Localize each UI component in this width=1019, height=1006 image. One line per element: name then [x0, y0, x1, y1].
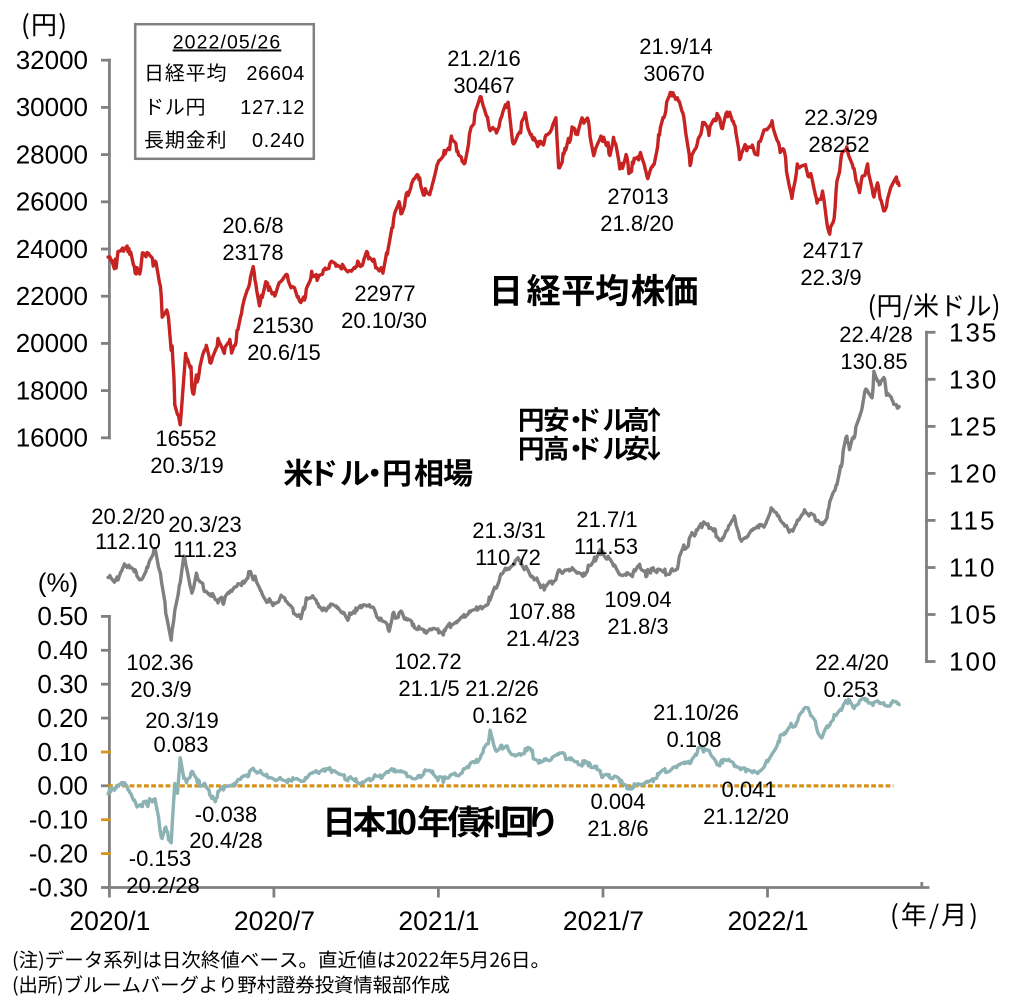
svg-text:2022/05/26: 2022/05/26 [173, 32, 282, 54]
svg-text:111.23: 111.23 [173, 537, 237, 562]
svg-text:27013: 27013 [607, 184, 668, 209]
svg-text:111.53: 111.53 [574, 534, 638, 559]
svg-text:20.3/9: 20.3/9 [130, 677, 191, 702]
svg-text:20.10/30: 20.10/30 [341, 308, 427, 333]
svg-text:20000: 20000 [16, 328, 88, 358]
svg-text:20.6/15: 20.6/15 [247, 340, 320, 365]
svg-text:2021/7: 2021/7 [563, 906, 644, 936]
svg-text:0.108: 0.108 [666, 727, 721, 752]
svg-text:21.12/20: 21.12/20 [703, 804, 789, 829]
svg-text:135: 135 [949, 318, 998, 348]
svg-text:21.3/31: 21.3/31 [472, 518, 545, 543]
svg-text:22.4/20: 22.4/20 [815, 650, 888, 675]
svg-text:22977: 22977 [354, 281, 415, 306]
svg-text:21.7/1: 21.7/1 [576, 507, 637, 532]
svg-text:22.3/29: 22.3/29 [804, 105, 877, 130]
svg-text:21.2/26: 21.2/26 [465, 676, 538, 701]
svg-text:30000: 30000 [16, 92, 88, 122]
svg-text:16552: 16552 [155, 426, 216, 451]
svg-text:110.72: 110.72 [475, 545, 541, 570]
svg-text:20.3/23: 20.3/23 [168, 512, 241, 537]
svg-text:102.36: 102.36 [126, 650, 193, 675]
svg-text:20.4/28: 20.4/28 [189, 828, 262, 853]
svg-text:0.240: 0.240 [252, 130, 305, 152]
svg-text:-0.153: -0.153 [129, 846, 191, 871]
svg-text:-0.30: -0.30 [29, 872, 88, 902]
svg-text:16000: 16000 [16, 423, 88, 453]
svg-text:0.10: 0.10 [37, 737, 88, 767]
svg-text:0.004: 0.004 [590, 789, 645, 814]
svg-text:-0.038: -0.038 [195, 802, 257, 827]
svg-text:0.20: 0.20 [37, 703, 88, 733]
svg-text:30670: 30670 [643, 61, 704, 86]
svg-text:2020/7: 2020/7 [234, 906, 315, 936]
svg-text:20.3/19: 20.3/19 [145, 708, 218, 733]
svg-text:127.12: 127.12 [240, 97, 305, 119]
svg-text:130.85: 130.85 [840, 349, 907, 374]
svg-text:21.4/23: 21.4/23 [506, 626, 579, 651]
svg-text:(%): (%) [38, 568, 78, 598]
svg-text:0.162: 0.162 [472, 703, 527, 728]
svg-text:21.8/20: 21.8/20 [600, 211, 673, 236]
svg-text:20.2/20: 20.2/20 [91, 504, 164, 529]
svg-text:30467: 30467 [453, 73, 514, 98]
svg-text:18000: 18000 [16, 375, 88, 405]
svg-text:21530: 21530 [252, 313, 313, 338]
svg-text:105: 105 [949, 600, 998, 630]
svg-text:0.00: 0.00 [37, 771, 88, 801]
svg-text:21.8/3: 21.8/3 [607, 614, 668, 639]
svg-text:21.2/16: 21.2/16 [447, 46, 520, 71]
svg-text:28252: 28252 [808, 132, 869, 157]
svg-text:21.1/5: 21.1/5 [398, 676, 459, 701]
svg-text:21.9/14: 21.9/14 [639, 34, 712, 59]
svg-text:120: 120 [949, 459, 998, 489]
svg-text:0.253: 0.253 [823, 677, 878, 702]
svg-text:109.04: 109.04 [604, 587, 671, 612]
svg-text:-0.10: -0.10 [29, 805, 88, 835]
svg-text:0.50: 0.50 [37, 601, 88, 631]
svg-text:20.2/28: 20.2/28 [126, 873, 199, 898]
svg-text:23178: 23178 [222, 240, 283, 265]
svg-text:20.6/8: 20.6/8 [222, 213, 283, 238]
svg-text:21.10/26: 21.10/26 [653, 700, 739, 725]
svg-text:102.72: 102.72 [394, 649, 461, 674]
svg-text:20.3/19: 20.3/19 [150, 453, 223, 478]
svg-text:24000: 24000 [16, 234, 88, 264]
svg-text:107.88: 107.88 [508, 599, 575, 624]
svg-text:0.40: 0.40 [37, 635, 88, 665]
svg-text:110: 110 [949, 553, 996, 583]
svg-text:28000: 28000 [16, 139, 88, 169]
svg-text:24717: 24717 [802, 238, 863, 263]
svg-text:2022/1: 2022/1 [727, 906, 808, 936]
svg-text:22.3/9: 22.3/9 [800, 265, 861, 290]
svg-text:-0.20: -0.20 [29, 838, 88, 868]
svg-text:2021/1: 2021/1 [398, 906, 479, 936]
svg-text:100: 100 [949, 647, 998, 677]
svg-text:0.30: 0.30 [37, 669, 88, 699]
svg-text:26000: 26000 [16, 187, 88, 217]
svg-text:125: 125 [949, 412, 998, 442]
svg-text:26604: 26604 [246, 63, 305, 85]
svg-text:21.8/6: 21.8/6 [587, 816, 648, 841]
svg-text:112.10: 112.10 [95, 529, 161, 554]
svg-text:0.041: 0.041 [721, 777, 776, 802]
svg-text:130: 130 [949, 365, 998, 395]
svg-text:0.083: 0.083 [153, 732, 208, 757]
svg-text:22000: 22000 [16, 281, 88, 311]
svg-text:2020/1: 2020/1 [69, 906, 150, 936]
svg-text:115: 115 [949, 506, 996, 536]
svg-text:22.4/28: 22.4/28 [839, 322, 912, 347]
svg-text:32000: 32000 [16, 45, 88, 75]
